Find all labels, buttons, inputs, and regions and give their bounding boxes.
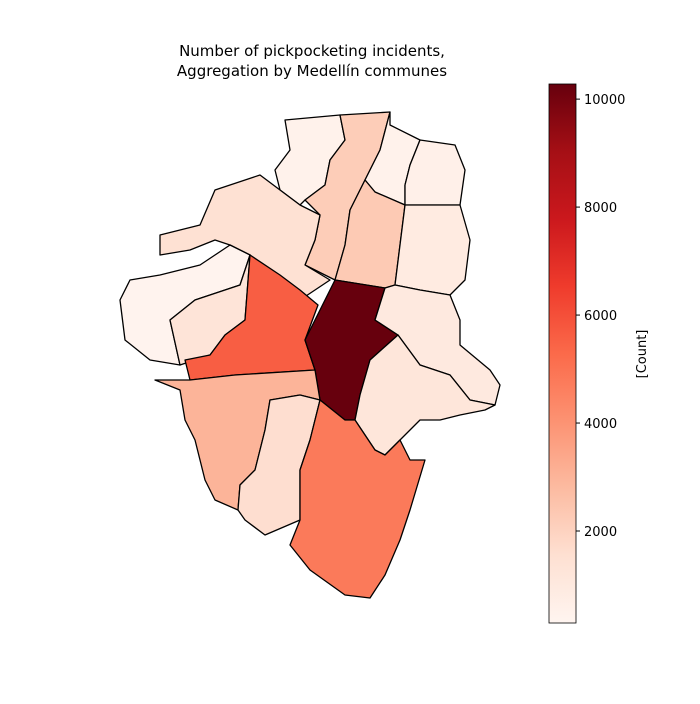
commune-region xyxy=(394,204,471,296)
chart-title: Number of pickpocketing incidents, xyxy=(179,42,445,60)
colorbar-tick-label: 8000 xyxy=(584,201,617,216)
commune-region xyxy=(289,399,426,599)
colorbar xyxy=(548,83,577,624)
regions xyxy=(119,111,501,599)
colorbar-tick-label: 4000 xyxy=(584,417,617,432)
colorbar-label: [Count] xyxy=(635,330,650,379)
colorbar-tick-label: 10000 xyxy=(584,93,625,108)
commune-region xyxy=(159,174,331,301)
colorbar-tick-label: 6000 xyxy=(584,309,617,324)
chart-title: Aggregation by Medellín communes xyxy=(177,62,447,80)
colorbar-tick-label: 2000 xyxy=(584,525,617,540)
